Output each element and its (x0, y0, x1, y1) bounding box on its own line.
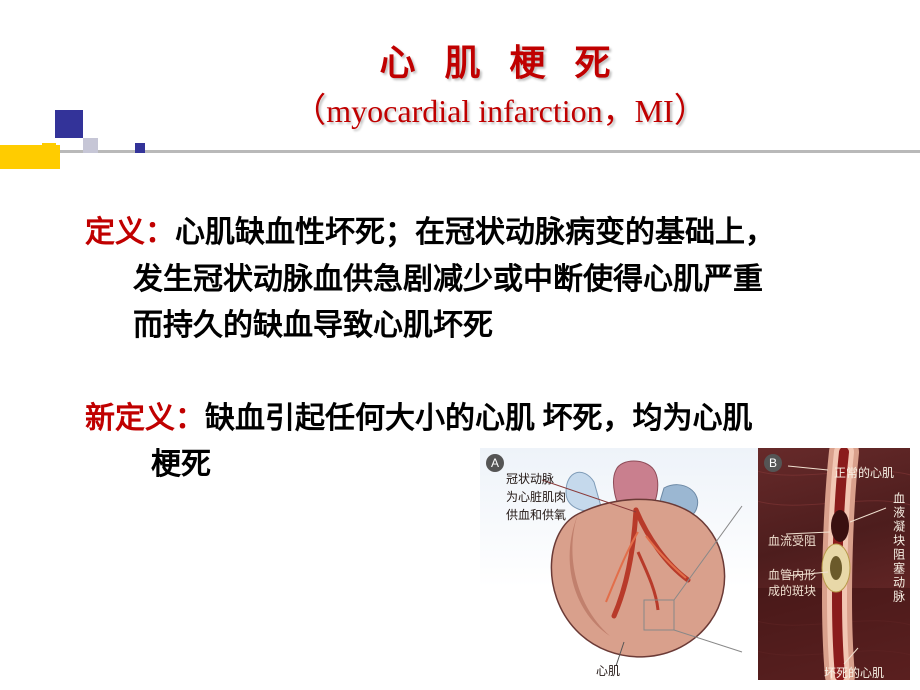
cap-normal-myo: 正常的心肌 (834, 466, 894, 482)
p1-line2: 发生冠状动脉血供急剧减少或中断使得心肌严重 (133, 257, 865, 304)
label-new-definition: 新定义： (85, 402, 205, 435)
decor-sq-grey (83, 138, 98, 153)
decor-squares (0, 115, 170, 190)
cap-coronary-1: 冠状动脉 (506, 472, 554, 488)
title-sub: （myocardial infarction，MI） (120, 88, 880, 136)
cap-plaque-2: 成的斑块 (768, 584, 816, 600)
cap-coronary-3: 供血和供氧 (506, 508, 566, 524)
p1-line3: 而持久的缺血导致心肌坏死 (133, 303, 865, 350)
p1-line1: 心肌缺血性坏死；在冠状动脉病变的基础上， (175, 216, 775, 249)
body-text: 定义：心肌缺血性坏死；在冠状动脉病变的基础上， 发生冠状动脉血供急剧减少或中断使… (85, 210, 865, 489)
title-paren-open: （ (292, 93, 326, 130)
artery (822, 452, 850, 676)
cap-necrotic-myo: 坏死的心肌 (824, 666, 884, 682)
badge-a: A (486, 454, 504, 472)
artery-cross-section (758, 448, 910, 680)
title-latin: myocardial infarction，MI (326, 93, 673, 129)
cap-plaque-1: 血管内形 (768, 568, 816, 584)
title-paren-close: ） (674, 93, 708, 130)
title-main: 心 肌 梗 死 (120, 38, 880, 88)
p2-line1: 缺血引起任何大小的心肌 坏死，均为心肌 (205, 402, 753, 435)
decor-sq-gold (42, 143, 56, 157)
cap-myocardium: 心肌 (596, 664, 620, 680)
cap-thrombus: 血液凝块阻塞动脉 (890, 492, 906, 604)
label-definition: 定义： (85, 216, 175, 249)
paragraph-definition: 定义：心肌缺血性坏死；在冠状动脉病变的基础上， 发生冠状动脉血供急剧减少或中断使… (85, 210, 865, 350)
cap-blocked-flow: 血流受阻 (768, 534, 816, 550)
heart-diagram: A B (480, 448, 910, 680)
cap-coronary-2: 为心脏肌肉 (506, 490, 566, 506)
decor-sq-blue-big (55, 110, 83, 138)
decor-sq-blue-sm (135, 143, 145, 153)
